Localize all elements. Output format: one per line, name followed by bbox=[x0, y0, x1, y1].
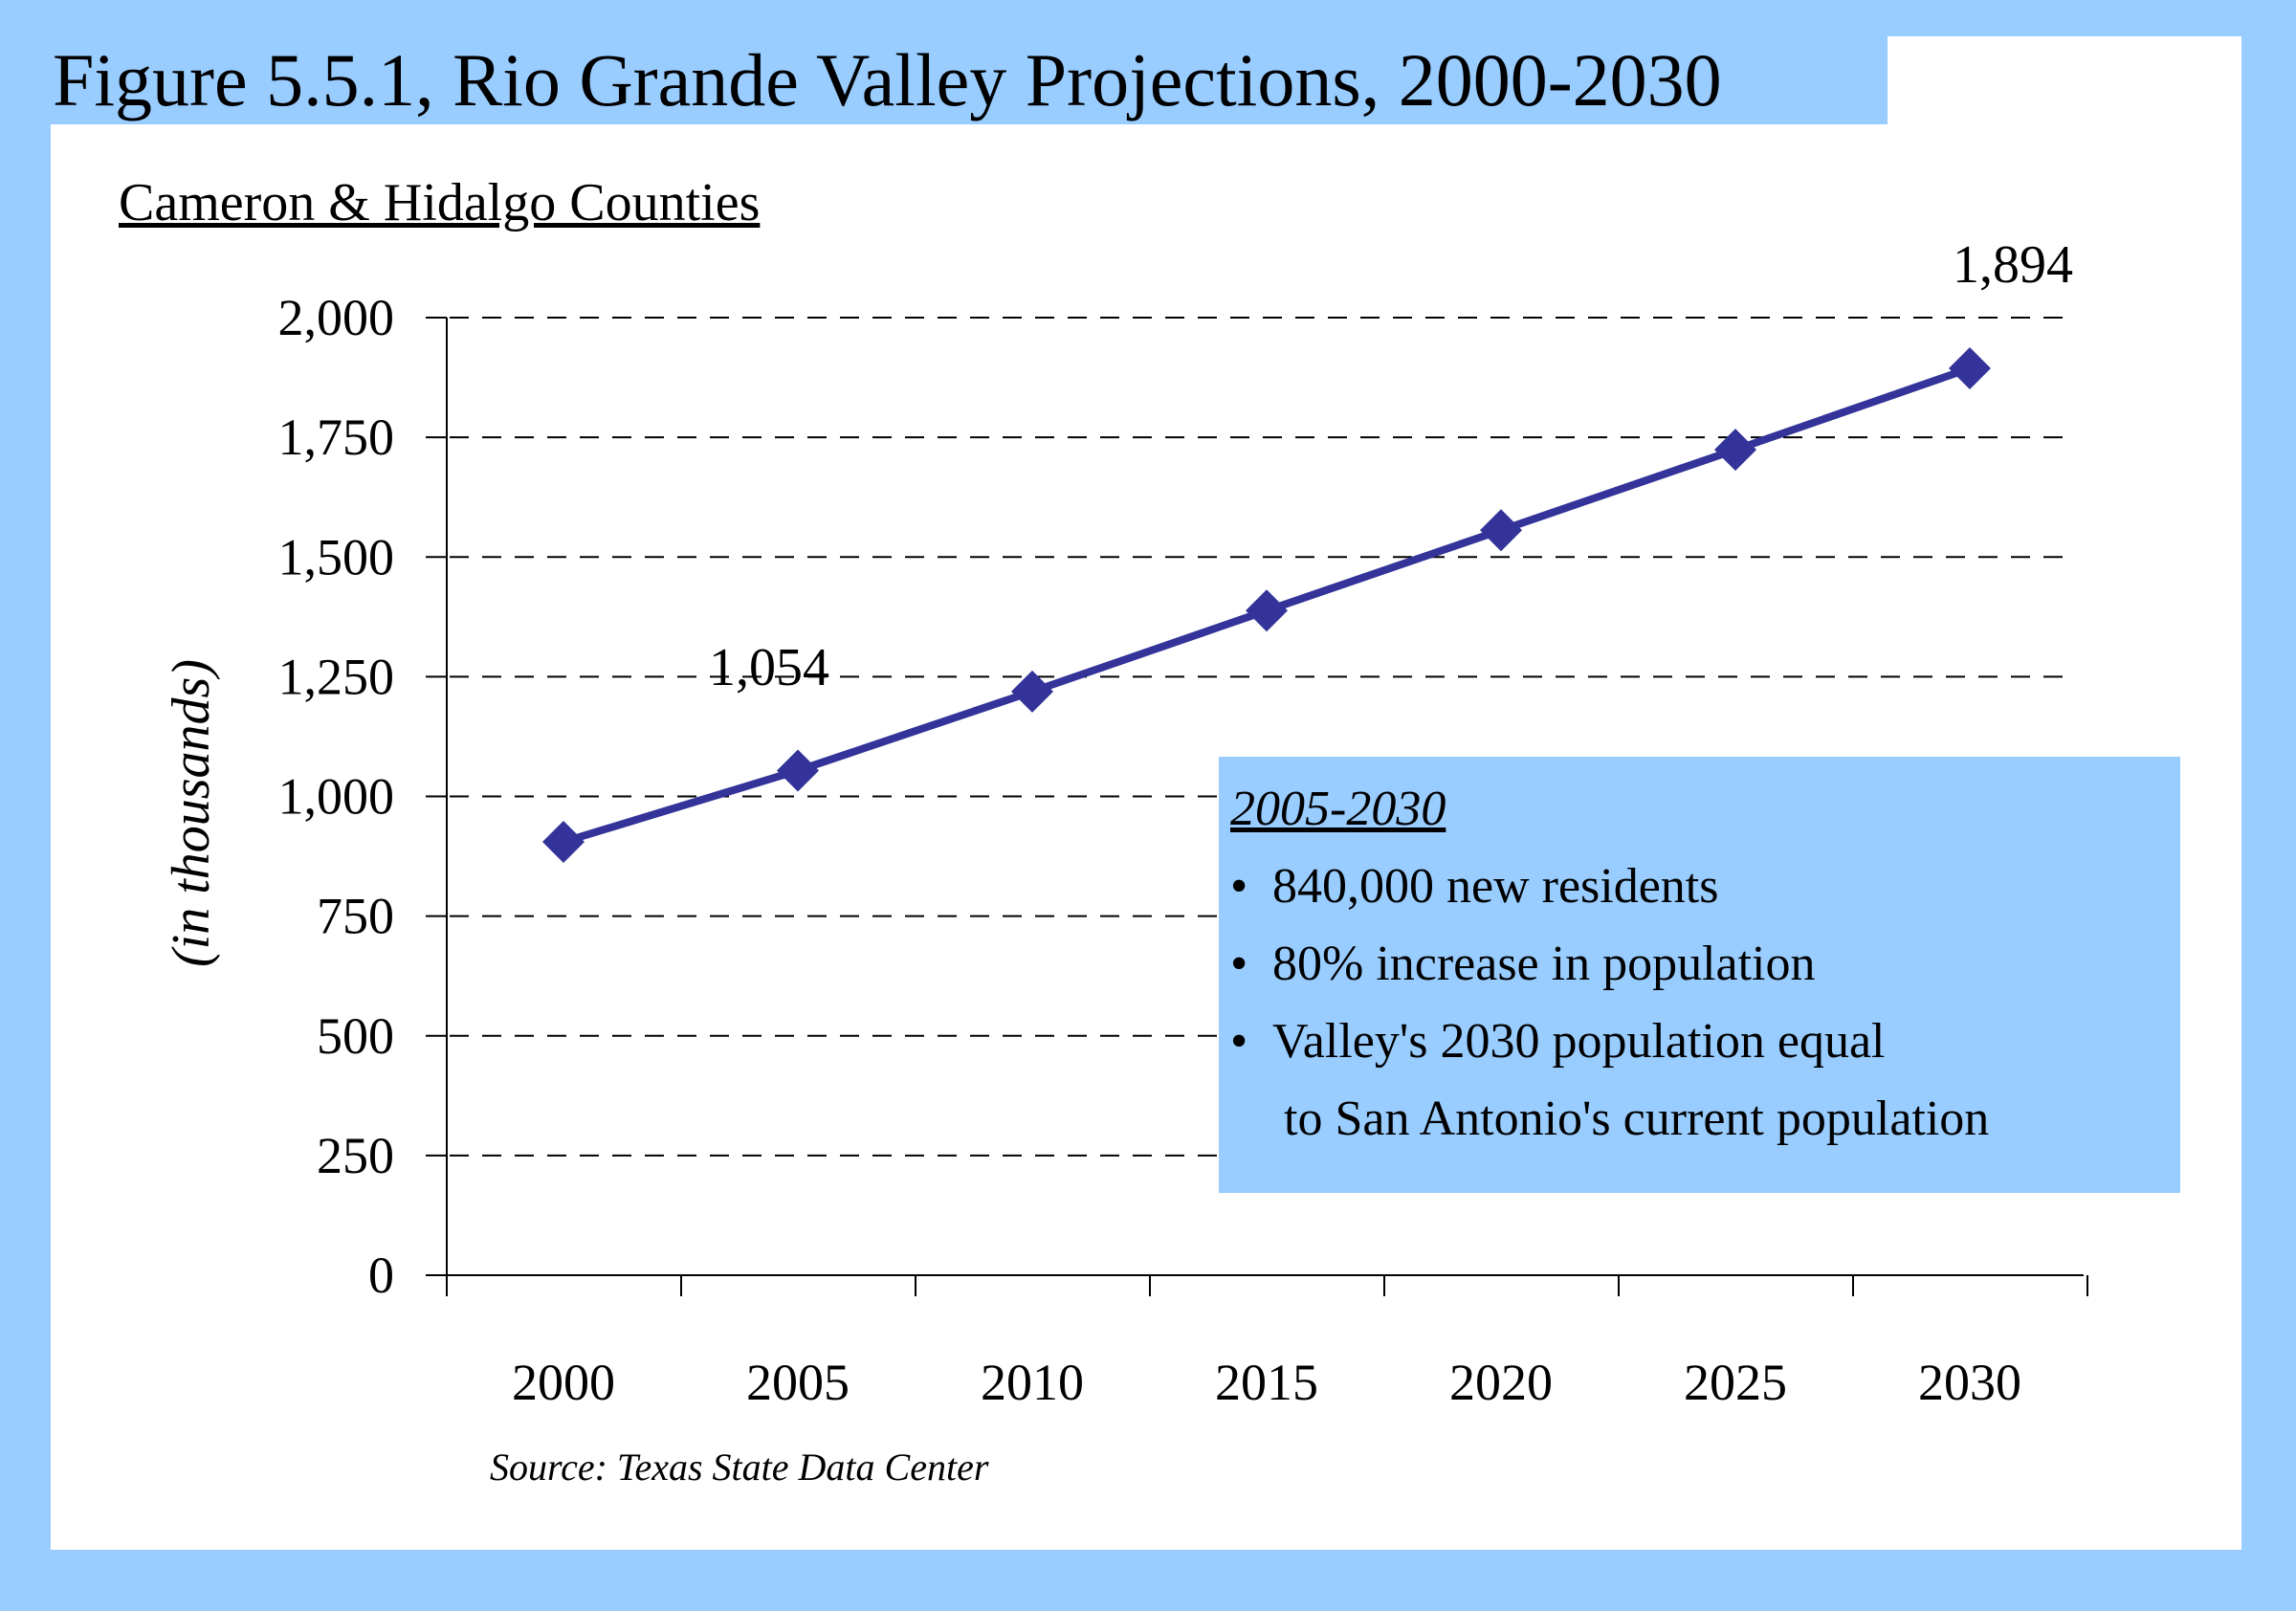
y-tick-label: 0 bbox=[368, 1247, 394, 1304]
bullet-dot-icon: • bbox=[1230, 937, 1248, 991]
population-series bbox=[542, 347, 1991, 864]
data-point-2030 bbox=[1949, 347, 1991, 390]
data-point-2005 bbox=[777, 749, 819, 792]
y-tick-label: 1,250 bbox=[278, 648, 395, 705]
bullet-dot-icon: • bbox=[1230, 859, 1248, 914]
x-tick-label: 2010 bbox=[981, 1354, 1084, 1411]
data-label-2005: 1,054 bbox=[709, 638, 829, 697]
x-tick-label: 2000 bbox=[512, 1354, 615, 1411]
callout-bullet: • 80% increase in population bbox=[1230, 925, 2180, 1003]
data-point-2000 bbox=[542, 821, 585, 864]
x-tick-label: 2030 bbox=[1918, 1354, 2021, 1411]
data-point-2010 bbox=[1011, 670, 1053, 713]
callout-bullet-text: Valley's 2030 population equal bbox=[1272, 1014, 1886, 1069]
y-tick-label: 1,500 bbox=[278, 528, 395, 585]
chart-subtitle: Cameron & Hidalgo Counties bbox=[119, 173, 761, 232]
bullet-dot-icon: • bbox=[1230, 1014, 1248, 1069]
y-tick-label: 1,750 bbox=[278, 408, 395, 466]
callout-bullet: • 840,000 new residents bbox=[1230, 848, 2180, 925]
x-tick-labels: 2000 2005 2010 2015 2020 2025 2030 bbox=[512, 1354, 2021, 1411]
y-tick-label: 500 bbox=[317, 1007, 394, 1065]
figure-title: Figure 5.5.1, Rio Grande Valley Projecti… bbox=[51, 36, 1888, 124]
y-tick-label: 750 bbox=[317, 888, 394, 945]
growth-summary-callout: 2005-2030 • 840,000 new residents • 80% in… bbox=[1219, 757, 2180, 1193]
source-note: Source: Texas State Data Center bbox=[490, 1445, 989, 1489]
y-tick-labels: 0 250 500 750 1,000 1,250 1,500 1,750 2,000 bbox=[278, 289, 395, 1304]
data-point-2025 bbox=[1714, 429, 1756, 472]
callout-bullet: • Valley's 2030 population equal bbox=[1230, 1003, 2180, 1080]
x-tick-label: 2020 bbox=[1449, 1354, 1553, 1411]
callout-heading: 2005-2030 bbox=[1230, 782, 1446, 836]
y-tick-label: 250 bbox=[317, 1127, 394, 1184]
x-tick-label: 2015 bbox=[1215, 1354, 1318, 1411]
y-tick-label: 2,000 bbox=[278, 289, 395, 346]
y-tick-label: 1,000 bbox=[278, 768, 395, 826]
data-label-2030: 1,894 bbox=[1953, 235, 2073, 295]
callout-bullet-text: 840,000 new residents bbox=[1272, 859, 1719, 914]
callout-continuation: to San Antonio's current population bbox=[1284, 1092, 1990, 1146]
data-labels: 1,054 1,894 bbox=[709, 235, 2073, 697]
axes bbox=[426, 317, 2088, 1296]
callout-bullet-text: 80% increase in population bbox=[1272, 937, 1816, 991]
x-tick-label: 2025 bbox=[1684, 1354, 1787, 1411]
data-point-2015 bbox=[1246, 589, 1288, 632]
data-point-2020 bbox=[1480, 509, 1522, 552]
x-tick-label: 2005 bbox=[746, 1354, 850, 1411]
